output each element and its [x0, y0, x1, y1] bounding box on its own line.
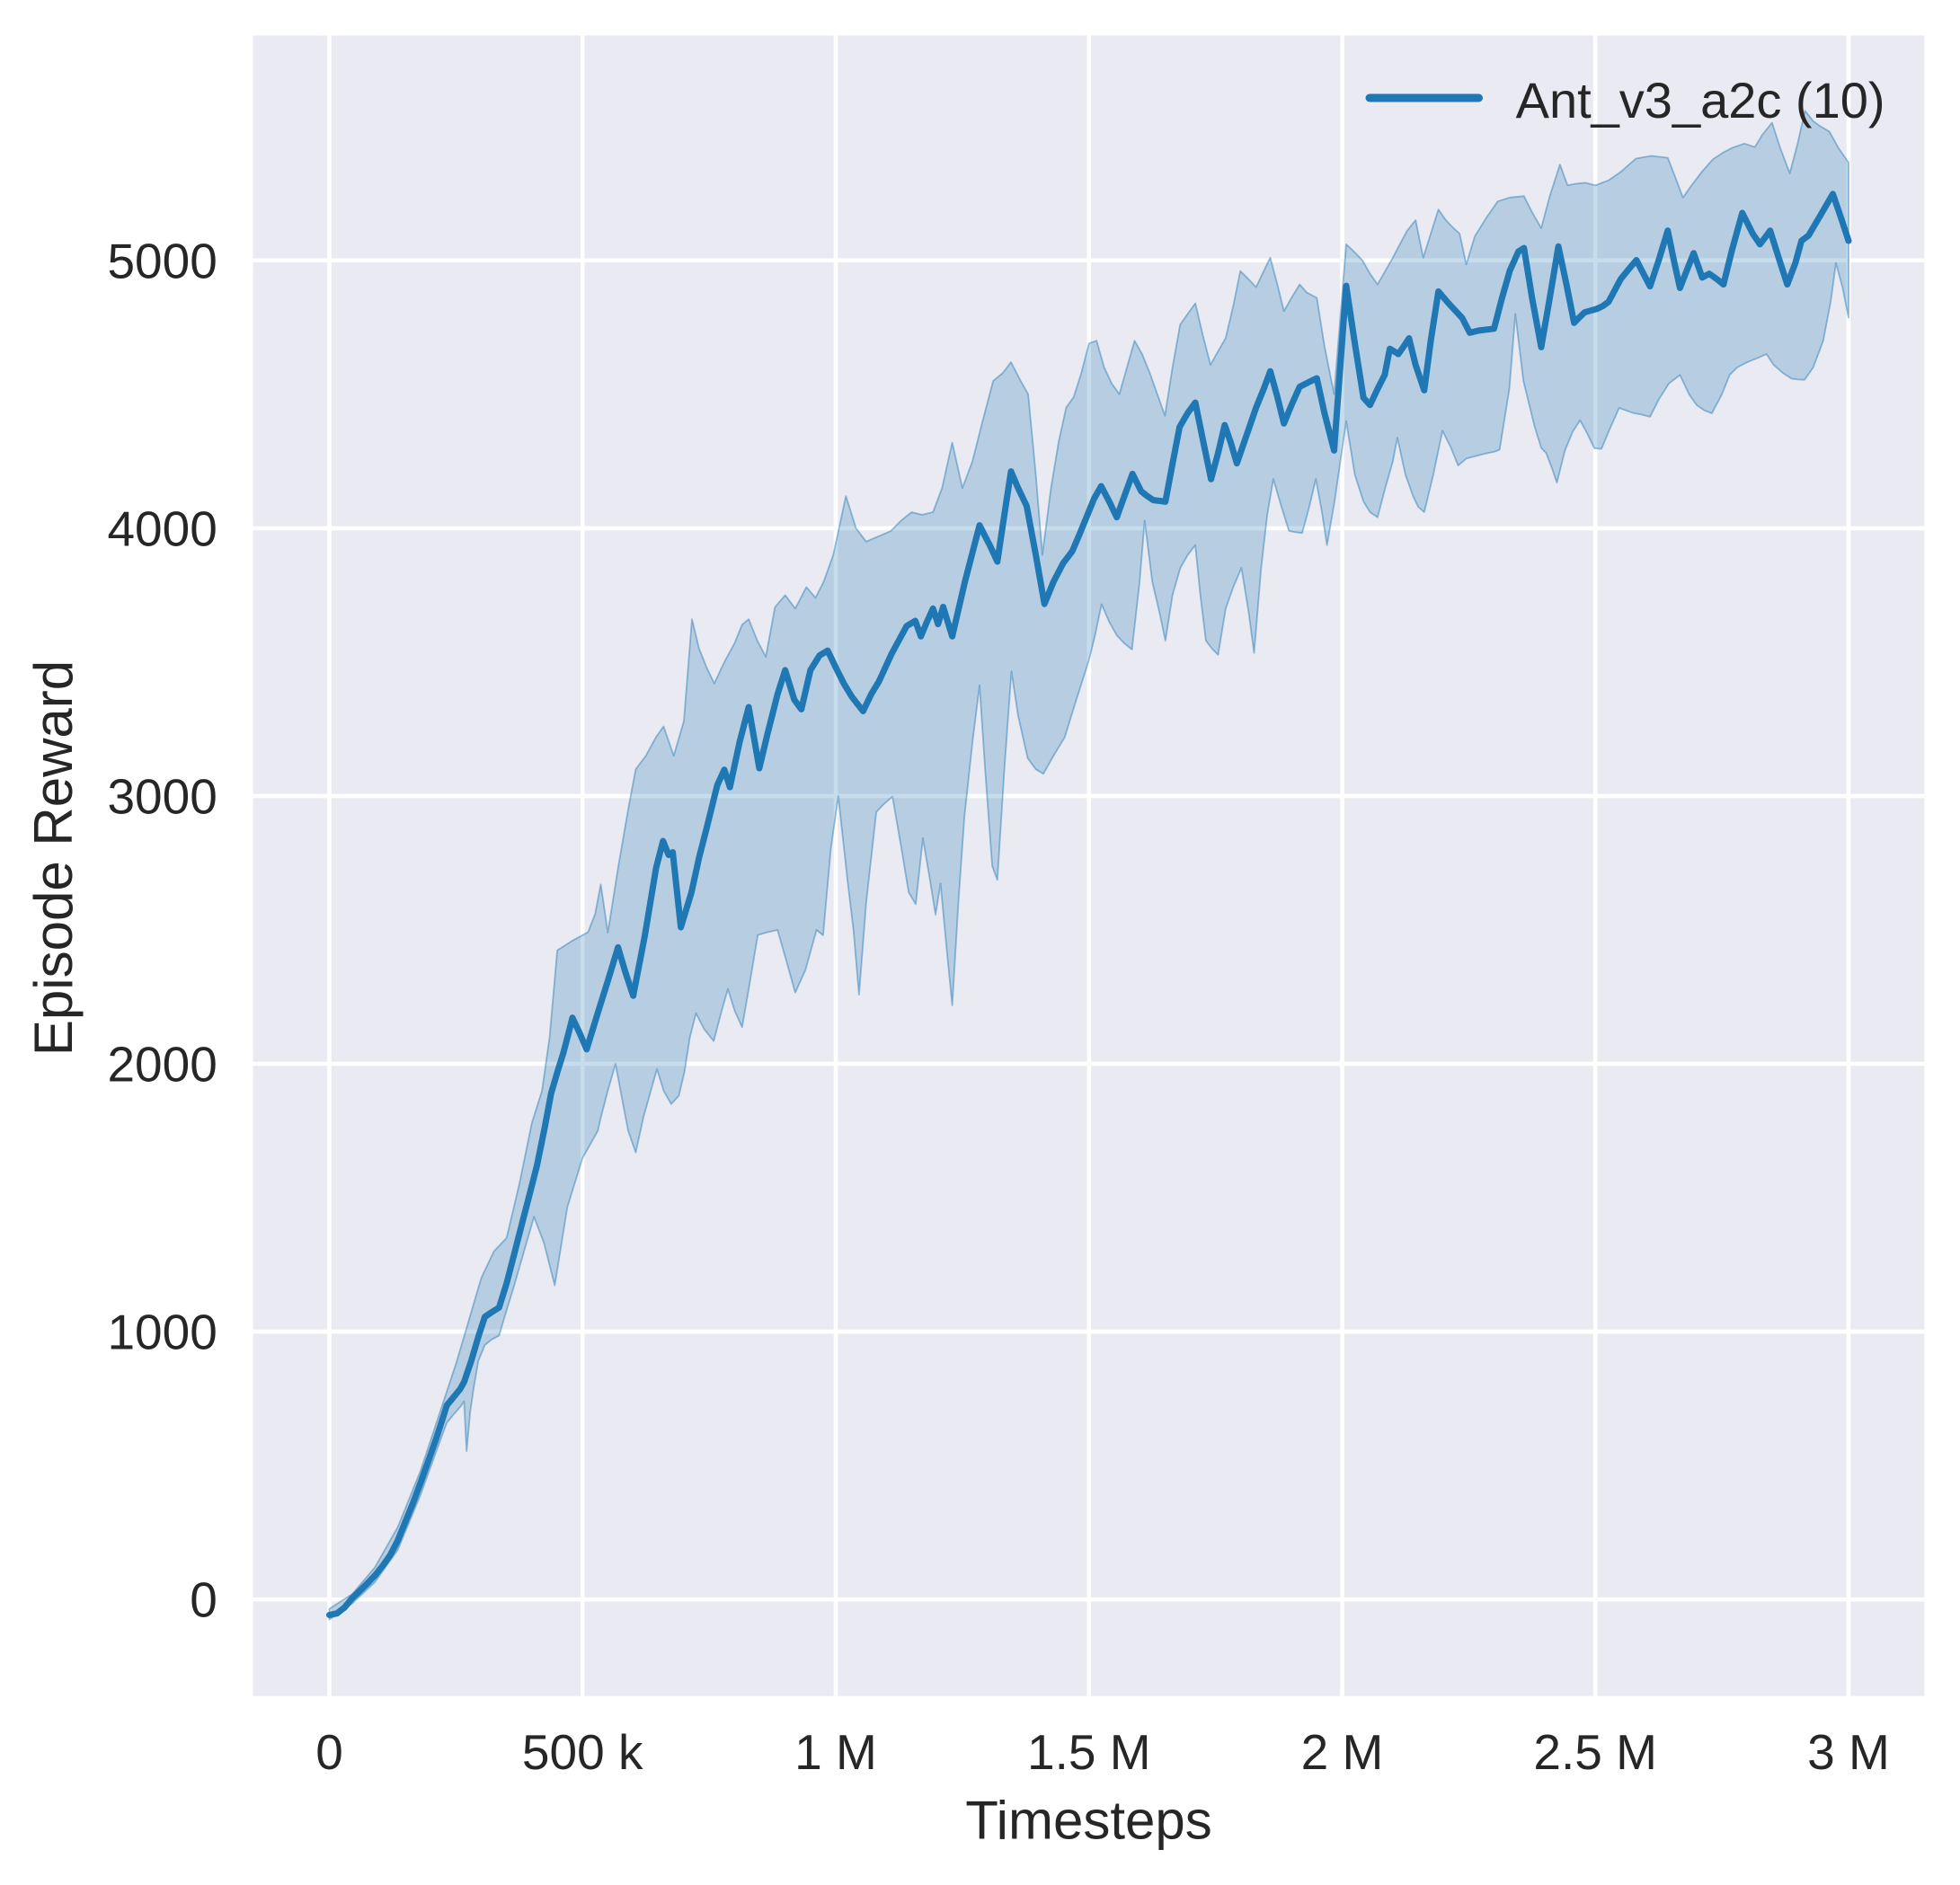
- svg-text:1.5 M: 1.5 M: [1027, 1724, 1151, 1780]
- svg-text:4000: 4000: [107, 500, 217, 556]
- svg-text:2000: 2000: [107, 1037, 217, 1093]
- svg-text:3 M: 3 M: [1807, 1724, 1890, 1780]
- svg-text:Timesteps: Timesteps: [965, 1791, 1212, 1851]
- svg-text:Ant_v3_a2c (10): Ant_v3_a2c (10): [1516, 72, 1885, 128]
- svg-text:2 M: 2 M: [1301, 1724, 1384, 1780]
- svg-text:500 k: 500 k: [522, 1724, 643, 1780]
- svg-text:2.5 M: 2.5 M: [1533, 1724, 1657, 1780]
- svg-text:0: 0: [190, 1572, 217, 1628]
- svg-text:1000: 1000: [107, 1305, 217, 1360]
- svg-text:5000: 5000: [107, 233, 217, 288]
- svg-text:0: 0: [315, 1724, 343, 1780]
- svg-text:Episode Reward: Episode Reward: [23, 660, 84, 1056]
- svg-text:1 M: 1 M: [794, 1724, 877, 1780]
- svg-text:3000: 3000: [107, 769, 217, 825]
